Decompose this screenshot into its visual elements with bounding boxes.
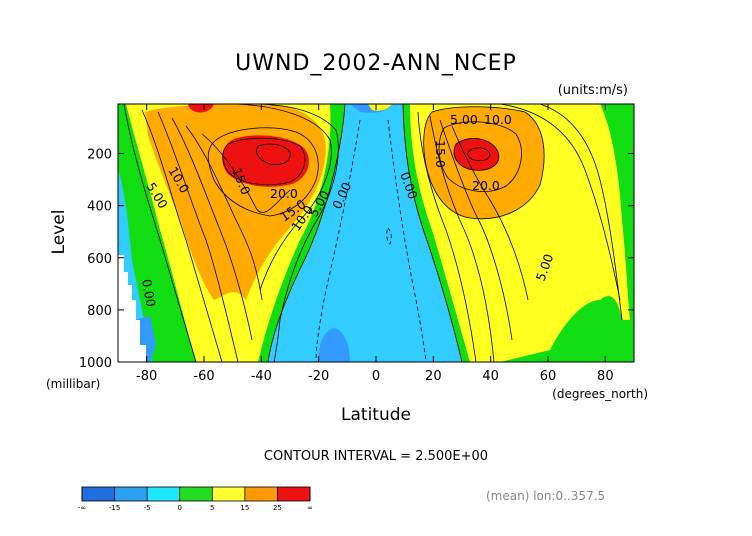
jet-core-south xyxy=(222,135,309,187)
x-units-label: (degrees_north) xyxy=(552,387,648,401)
x-tick-label: 40 xyxy=(482,369,499,384)
x-axis: -80 -60 -40 -20 0 20 40 60 80 xyxy=(136,104,614,384)
x-tick-label: 60 xyxy=(540,369,557,384)
colorbar-label: 25 xyxy=(273,504,282,512)
colorbar-swatch xyxy=(82,487,115,501)
x-tick-label: -20 xyxy=(308,369,329,384)
colorbar-label: 15 xyxy=(240,504,249,512)
y-tick-label: 200 xyxy=(87,148,112,163)
colorbar-label: -15 xyxy=(109,504,120,512)
y-units-label: (millibar) xyxy=(46,377,100,391)
x-tick-label: -80 xyxy=(136,369,157,384)
colorbar-label: 5 xyxy=(210,504,214,512)
colorbar-swatch xyxy=(147,487,180,501)
colorbar-swatch xyxy=(244,487,278,501)
y-tick-label: 800 xyxy=(87,304,112,319)
chart-title: UWND_2002-ANN_NCEP xyxy=(235,51,517,76)
x-tick-label: -40 xyxy=(251,369,272,384)
colorbar-swatch xyxy=(114,487,148,501)
y-tick-label: 1000 xyxy=(79,356,112,371)
dashed-contours xyxy=(315,119,427,362)
x-axis-label: Latitude xyxy=(341,405,411,425)
colorbar-swatch xyxy=(179,487,213,501)
units-label: (units:m/s) xyxy=(558,83,628,98)
jet-core-north xyxy=(454,138,499,171)
contour-label: 5.00 xyxy=(450,112,478,127)
footer-mean-lon: (mean) lon:0..357.5 xyxy=(486,489,605,503)
contour-lines xyxy=(123,104,623,362)
colorbar-swatch xyxy=(212,487,245,501)
plot-area: 10.0 5.00 15.0 20.0 15.0 10.0 5.00 0.00 … xyxy=(118,104,634,362)
antarctica-mask xyxy=(118,255,146,362)
contour-interval: CONTOUR INTERVAL = 2.500E+00 xyxy=(264,449,488,464)
blue-patch-surface xyxy=(318,328,350,362)
colorbar-label: ∞ xyxy=(307,504,313,512)
contour-label: 20.0 xyxy=(270,186,298,201)
y-axis: 200 400 600 800 1000 xyxy=(79,148,634,371)
colorbar-label: -∞ xyxy=(78,504,86,512)
colorbar-label: -5 xyxy=(144,504,151,512)
colorbar-swatch xyxy=(277,487,310,501)
contour-label: 0.00 xyxy=(139,278,159,308)
x-tick-label: 0 xyxy=(372,369,380,384)
y-tick-label: 600 xyxy=(87,252,112,267)
y-axis-label: Level xyxy=(49,210,69,255)
colorbar: -∞ -15 -5 0 5 15 25 ∞ xyxy=(78,486,313,512)
contour-label: 10.0 xyxy=(484,112,512,127)
x-tick-label: 20 xyxy=(425,369,442,384)
x-tick-label: 80 xyxy=(597,369,614,384)
colorbar-label: 0 xyxy=(177,504,181,512)
contour-label: 15.0 xyxy=(433,140,448,168)
contour-label: 20.0 xyxy=(472,178,500,193)
y-tick-label: 400 xyxy=(87,200,112,215)
x-tick-label: -60 xyxy=(193,369,214,384)
yellow-top-patch xyxy=(368,104,392,111)
stratosphere-red-patch xyxy=(188,104,214,113)
